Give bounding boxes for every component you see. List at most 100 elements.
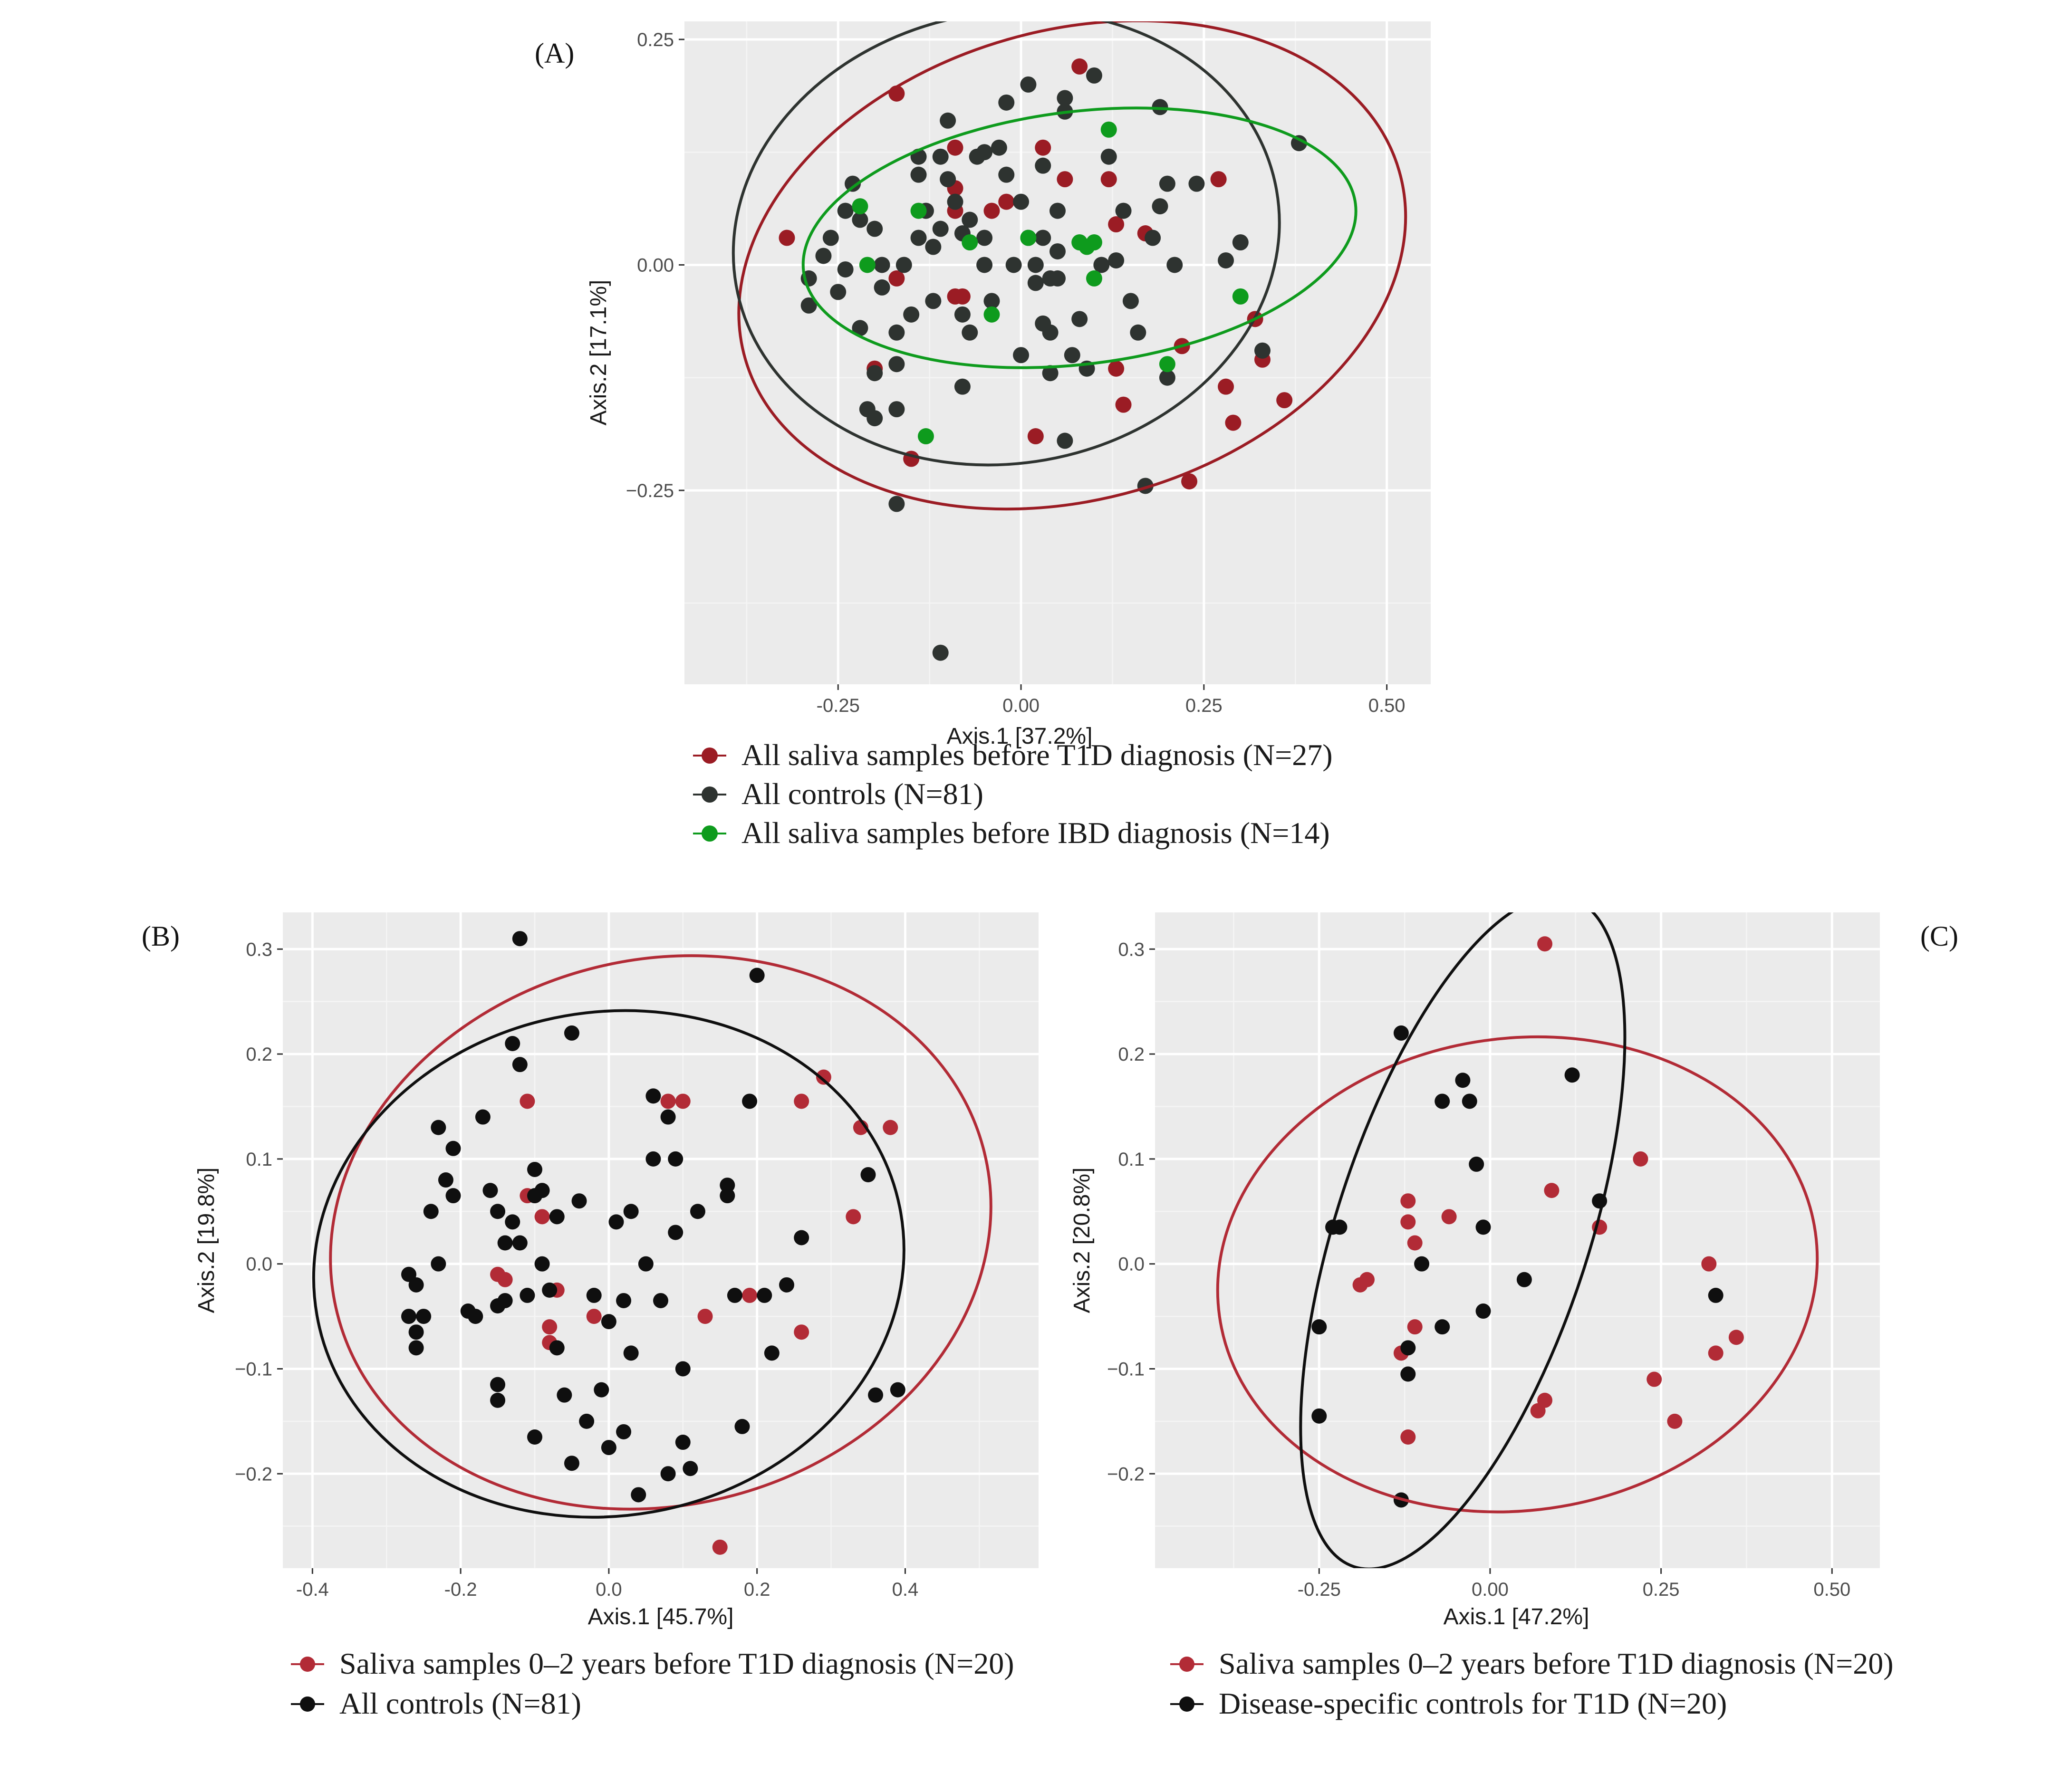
legend-entry: Saliva samples 0–2 years before T1D diag…	[339, 1647, 1014, 1680]
y-tick-label: 0.1	[1118, 1149, 1145, 1170]
legend-key-point	[702, 825, 718, 842]
data-point-series-2	[998, 166, 1015, 183]
data-point-series-2	[1475, 1303, 1491, 1319]
data-point-series-2	[1475, 1219, 1491, 1235]
legend-key-point	[702, 747, 718, 764]
data-point-series-2	[1708, 1287, 1723, 1303]
data-point-series-1	[697, 1309, 713, 1324]
data-point-series-2	[490, 1377, 506, 1392]
data-point-series-1	[794, 1093, 809, 1109]
data-point-series-2	[1064, 347, 1080, 364]
data-point-series-2	[1311, 1408, 1327, 1424]
data-point-series-3	[910, 202, 927, 219]
legend-background	[687, 763, 1440, 886]
legend-key-point	[300, 1657, 315, 1672]
data-point-series-2	[438, 1172, 453, 1188]
data-point-series-2	[1332, 1219, 1348, 1235]
data-point-series-2	[932, 148, 949, 165]
data-point-series-3	[1100, 121, 1117, 138]
y-axis-title: Axis.2 [20.8%]	[1069, 1168, 1095, 1313]
data-point-series-2	[623, 1345, 639, 1361]
legend-entry: Disease-specific controls for T1D (N=20)	[1219, 1687, 1727, 1720]
data-point-series-1	[1276, 392, 1293, 409]
legend-entry: Saliva samples 0–2 years before T1D diag…	[1219, 1647, 1894, 1680]
data-point-series-2	[1159, 175, 1175, 192]
data-point-series-1	[846, 1209, 861, 1225]
data-point-series-3	[859, 257, 876, 273]
panel-b-label: (B)	[142, 920, 180, 952]
data-point-series-1	[1400, 1214, 1416, 1230]
data-point-series-2	[505, 1036, 520, 1051]
data-point-series-2	[1035, 230, 1051, 246]
data-point-series-2	[1414, 1256, 1430, 1272]
y-tick-label: 0.2	[1118, 1044, 1145, 1065]
data-point-series-2	[571, 1193, 587, 1209]
data-point-series-2	[734, 1418, 750, 1434]
data-point-series-2	[720, 1188, 735, 1204]
data-point-series-2	[1122, 293, 1139, 309]
data-point-series-2	[675, 1435, 691, 1450]
data-point-series-2	[895, 257, 912, 273]
data-point-series-3	[1020, 230, 1037, 246]
data-point-series-2	[1218, 252, 1234, 268]
data-point-series-2	[779, 1277, 794, 1293]
data-point-series-2	[1100, 148, 1117, 165]
data-point-series-2	[874, 279, 890, 296]
data-point-series-2	[668, 1151, 684, 1167]
data-point-series-3	[917, 428, 934, 445]
x-tick-label: 0.00	[1472, 1579, 1509, 1600]
data-point-series-1	[1108, 360, 1125, 377]
data-point-series-1	[1537, 1392, 1553, 1408]
data-point-series-2	[645, 1151, 661, 1167]
data-point-series-2	[903, 306, 920, 323]
data-point-series-2	[1086, 67, 1102, 84]
data-point-series-2	[601, 1314, 616, 1330]
data-point-series-2	[1455, 1073, 1471, 1088]
data-point-series-2	[888, 356, 905, 373]
data-point-series-2	[690, 1204, 705, 1219]
panel-a-label: (A)	[535, 38, 574, 69]
legend: Saliva samples 0–2 years before T1D diag…	[285, 1647, 1115, 1739]
y-axis-title: Axis.2 [19.8%]	[194, 1168, 219, 1313]
data-point-series-2	[822, 230, 839, 246]
x-tick-label: 0.50	[1813, 1579, 1850, 1600]
legend-entry: All saliva samples before IBD diagnosis …	[741, 816, 1330, 850]
y-tick-label: −0.1	[235, 1359, 272, 1380]
data-point-series-2	[631, 1487, 646, 1503]
data-point-series-1	[542, 1319, 558, 1335]
data-point-series-2	[1049, 243, 1066, 259]
x-tick-label: 0.4	[892, 1579, 919, 1600]
data-point-series-1	[1100, 171, 1117, 188]
data-point-series-2	[1042, 365, 1059, 382]
legend-entry: All saliva samples before T1D diagnosis …	[741, 738, 1333, 772]
data-point-series-2	[852, 211, 868, 228]
data-point-series-2	[579, 1413, 595, 1429]
legend-key-point	[702, 786, 718, 803]
data-point-series-2	[608, 1214, 624, 1230]
data-point-series-2	[1049, 270, 1066, 287]
x-tick-label: -0.4	[296, 1579, 329, 1600]
y-tick-label: 0.0	[1118, 1254, 1145, 1275]
data-point-series-2	[1145, 230, 1161, 246]
data-point-series-2	[837, 261, 854, 278]
data-point-series-2	[1232, 234, 1249, 250]
data-point-series-1	[675, 1093, 691, 1109]
y-tick-label: −0.25	[626, 480, 674, 501]
data-point-series-1	[1667, 1413, 1683, 1429]
data-point-series-1	[1400, 1429, 1416, 1445]
legend-background	[1165, 1647, 1994, 1739]
data-point-series-2	[1290, 135, 1307, 152]
plot-background	[684, 21, 1431, 684]
data-point-series-2	[1400, 1366, 1416, 1382]
y-tick-label: 0.00	[637, 255, 674, 276]
data-point-series-2	[490, 1392, 506, 1408]
data-point-series-2	[549, 1209, 565, 1225]
data-point-series-2	[910, 166, 927, 183]
data-point-series-2	[932, 644, 949, 661]
data-point-series-2	[468, 1309, 483, 1324]
y-tick-label: 0.2	[246, 1044, 272, 1065]
data-point-series-2	[1152, 198, 1168, 215]
panel-a: -0.25 0.00 0.25 0.50 −0.25 0.00 0.25 Axis.1 [37…	[586, 21, 1440, 886]
data-point-series-2	[874, 257, 890, 273]
data-point-series-2	[1027, 275, 1044, 291]
